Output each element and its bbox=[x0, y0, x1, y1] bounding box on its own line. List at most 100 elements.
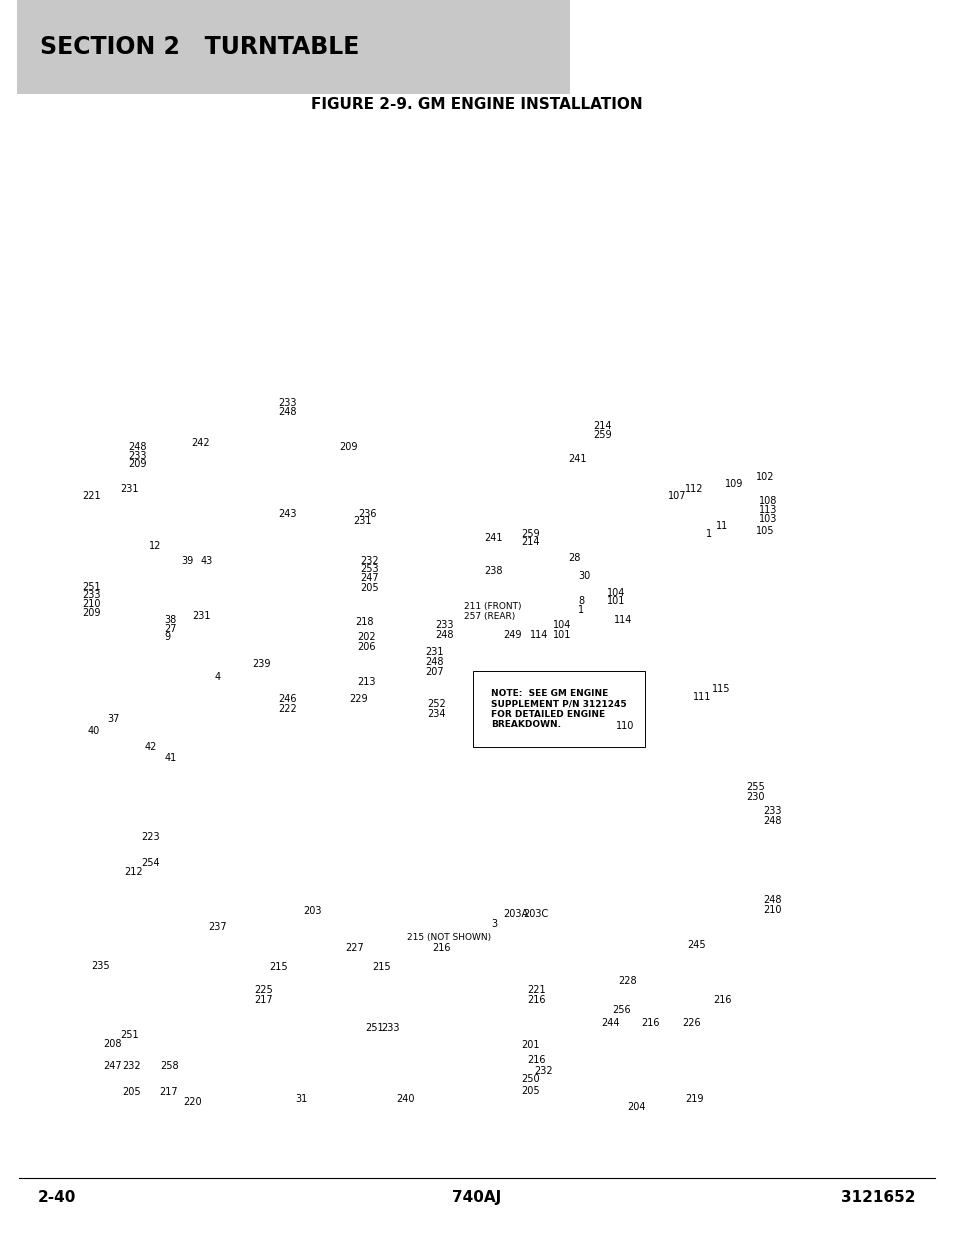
Text: 231: 231 bbox=[193, 611, 211, 621]
Text: 251: 251 bbox=[365, 1023, 384, 1032]
Text: 241: 241 bbox=[484, 534, 502, 543]
Text: 203A: 203A bbox=[502, 909, 527, 919]
Text: 1: 1 bbox=[578, 605, 583, 615]
Text: 257 (REAR): 257 (REAR) bbox=[463, 611, 515, 621]
Text: 8: 8 bbox=[578, 597, 583, 606]
Text: 222: 222 bbox=[278, 704, 297, 714]
Text: 248: 248 bbox=[762, 816, 781, 826]
Text: 234: 234 bbox=[427, 709, 445, 719]
Text: 101: 101 bbox=[606, 597, 624, 606]
Text: SECTION 2   TURNTABLE: SECTION 2 TURNTABLE bbox=[40, 35, 359, 59]
Text: 30: 30 bbox=[578, 571, 590, 580]
Text: 209: 209 bbox=[82, 608, 100, 618]
Text: 205: 205 bbox=[122, 1087, 141, 1097]
Text: 203C: 203C bbox=[522, 909, 547, 919]
Text: 216: 216 bbox=[527, 995, 545, 1005]
Text: 231: 231 bbox=[353, 516, 371, 526]
Text: 223: 223 bbox=[141, 832, 160, 842]
Text: 249: 249 bbox=[503, 630, 521, 640]
Text: 4: 4 bbox=[214, 672, 220, 682]
Text: 27: 27 bbox=[164, 624, 176, 634]
Text: 232: 232 bbox=[360, 556, 379, 566]
Text: 231: 231 bbox=[425, 647, 443, 657]
Text: 247: 247 bbox=[103, 1061, 122, 1071]
Text: 258: 258 bbox=[160, 1061, 179, 1071]
Text: 248: 248 bbox=[435, 630, 453, 640]
Text: 104: 104 bbox=[553, 620, 571, 630]
Text: 2-40: 2-40 bbox=[38, 1191, 76, 1205]
Text: 114: 114 bbox=[614, 615, 632, 625]
Text: 740AJ: 740AJ bbox=[452, 1191, 501, 1205]
Text: 240: 240 bbox=[395, 1094, 414, 1104]
Text: 1: 1 bbox=[705, 529, 711, 538]
Text: 232: 232 bbox=[534, 1066, 553, 1076]
Text: 236: 236 bbox=[358, 509, 376, 519]
Text: 248: 248 bbox=[278, 408, 296, 417]
Text: 11: 11 bbox=[715, 521, 727, 531]
Text: 247: 247 bbox=[360, 573, 379, 583]
Text: 207: 207 bbox=[425, 667, 444, 677]
Text: 217: 217 bbox=[254, 995, 274, 1005]
Text: 216: 216 bbox=[432, 944, 450, 953]
Text: 38: 38 bbox=[164, 615, 176, 625]
Text: 256: 256 bbox=[612, 1005, 631, 1015]
Text: 233: 233 bbox=[435, 620, 453, 630]
Text: 103: 103 bbox=[759, 514, 777, 524]
Text: 212: 212 bbox=[124, 867, 143, 877]
Text: 111: 111 bbox=[692, 692, 710, 701]
Text: 203: 203 bbox=[303, 906, 321, 916]
Text: 107: 107 bbox=[667, 492, 685, 501]
Text: 104: 104 bbox=[606, 588, 624, 598]
Text: 113: 113 bbox=[759, 505, 777, 515]
Text: 216: 216 bbox=[713, 995, 731, 1005]
Text: 209: 209 bbox=[339, 442, 357, 452]
Text: 114: 114 bbox=[530, 630, 548, 640]
Text: 110: 110 bbox=[616, 721, 634, 731]
Text: 230: 230 bbox=[745, 792, 763, 802]
Text: 231: 231 bbox=[120, 484, 138, 494]
Text: 251: 251 bbox=[120, 1030, 139, 1040]
Text: 241: 241 bbox=[568, 454, 586, 464]
Bar bbox=[17, 0, 570, 94]
Text: 211 (FRONT): 211 (FRONT) bbox=[463, 601, 520, 611]
Text: 109: 109 bbox=[724, 479, 742, 489]
Text: 251: 251 bbox=[82, 582, 101, 592]
Text: 233: 233 bbox=[278, 398, 296, 408]
Text: 9: 9 bbox=[164, 632, 170, 642]
Text: 39: 39 bbox=[181, 556, 193, 566]
Text: 250: 250 bbox=[520, 1074, 539, 1084]
Text: 102: 102 bbox=[755, 472, 773, 482]
Text: 40: 40 bbox=[88, 726, 100, 736]
Text: 213: 213 bbox=[356, 677, 375, 687]
Text: 210: 210 bbox=[82, 599, 100, 609]
Text: FIGURE 2-9. GM ENGINE INSTALLATION: FIGURE 2-9. GM ENGINE INSTALLATION bbox=[311, 98, 642, 112]
Text: 259: 259 bbox=[520, 529, 539, 538]
Text: 215: 215 bbox=[372, 962, 391, 972]
Text: 105: 105 bbox=[755, 526, 773, 536]
Text: 221: 221 bbox=[82, 492, 101, 501]
Text: 206: 206 bbox=[356, 642, 375, 652]
Text: 217: 217 bbox=[159, 1087, 178, 1097]
Text: 229: 229 bbox=[349, 694, 368, 704]
Text: 214: 214 bbox=[593, 421, 611, 431]
Text: 205: 205 bbox=[520, 1086, 539, 1095]
Text: 245: 245 bbox=[686, 940, 705, 950]
Text: 232: 232 bbox=[122, 1061, 141, 1071]
Text: 252: 252 bbox=[427, 699, 446, 709]
Text: 214: 214 bbox=[520, 537, 538, 547]
Text: 31: 31 bbox=[295, 1094, 308, 1104]
Text: 220: 220 bbox=[183, 1097, 202, 1107]
Text: 233: 233 bbox=[381, 1023, 399, 1032]
Text: 101: 101 bbox=[553, 630, 571, 640]
Text: 226: 226 bbox=[681, 1018, 700, 1028]
Text: 216: 216 bbox=[527, 1055, 545, 1065]
Text: 215 (NOT SHOWN): 215 (NOT SHOWN) bbox=[407, 932, 491, 942]
Text: 225: 225 bbox=[254, 986, 274, 995]
Text: 108: 108 bbox=[759, 496, 777, 506]
Text: NOTE:  SEE GM ENGINE
SUPPLEMENT P/N 3121245
FOR DETAILED ENGINE
BREAKDOWN.: NOTE: SEE GM ENGINE SUPPLEMENT P/N 31212… bbox=[491, 689, 626, 730]
Text: 208: 208 bbox=[103, 1039, 121, 1049]
Text: 243: 243 bbox=[278, 509, 296, 519]
Text: 210: 210 bbox=[762, 905, 781, 915]
Text: 253: 253 bbox=[360, 564, 379, 574]
Text: 248: 248 bbox=[762, 895, 781, 905]
